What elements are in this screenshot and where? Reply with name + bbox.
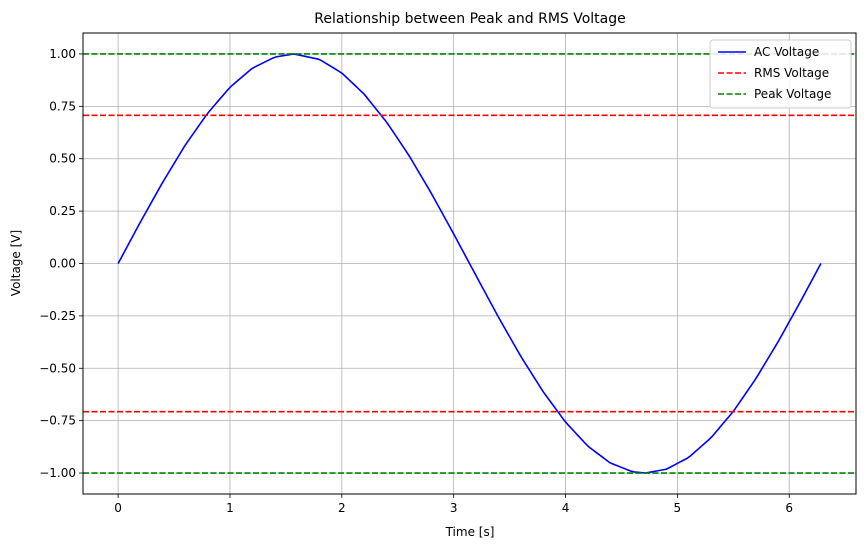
legend-label-rms-voltage: RMS Voltage (754, 66, 829, 80)
x-tick-label: 6 (785, 501, 793, 515)
ticks: 0 1 2 3 4 5 6 −1.00 −0.75 −0.50 −0.25 0.00 0.25 0.50 0… (39, 47, 793, 515)
y-axis-label: Voltage [V] (9, 230, 23, 296)
x-tick-label: 0 (114, 501, 122, 515)
legend-label-ac-voltage: AC Voltage (754, 45, 819, 59)
y-tick-label: 0.25 (49, 204, 76, 218)
legend-label-peak-voltage: Peak Voltage (754, 87, 831, 101)
y-tick-label: 0.00 (49, 257, 76, 271)
y-tick-label: −0.50 (39, 361, 76, 375)
x-tick-label: 5 (674, 501, 682, 515)
chart-title: Relationship between Peak and RMS Voltag… (314, 11, 626, 27)
y-tick-label: −0.25 (39, 309, 76, 323)
x-axis-label: Time [s] (445, 525, 495, 539)
legend: AC Voltage RMS Voltage Peak Voltage (709, 39, 852, 109)
ac-voltage-line (117, 53, 822, 474)
y-tick-label: 0.75 (49, 99, 76, 113)
x-tick-label: 1 (226, 501, 234, 515)
x-tick-label: 2 (338, 501, 346, 515)
y-tick-label: −0.75 (39, 414, 76, 428)
legend-box (709, 39, 852, 109)
y-tick-label: 0.50 (49, 152, 76, 166)
x-tick-label: 4 (562, 501, 570, 515)
series-layer (83, 53, 856, 474)
y-tick-label: 1.00 (49, 47, 76, 61)
x-tick-label: 3 (450, 501, 458, 515)
y-tick-label: −1.00 (39, 466, 76, 480)
